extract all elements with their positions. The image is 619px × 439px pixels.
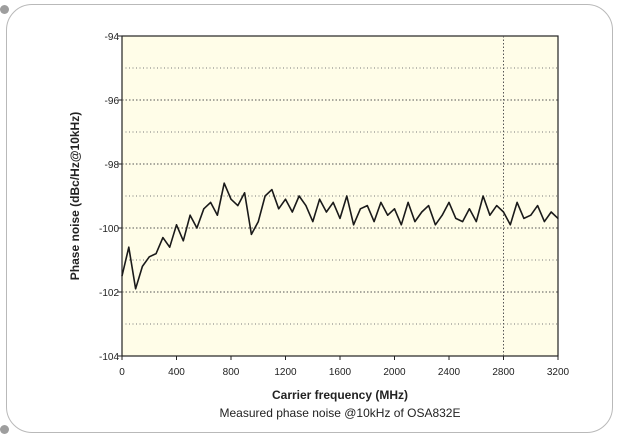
data-point bbox=[482, 195, 484, 197]
x-tick-label: 1200 bbox=[274, 367, 297, 378]
data-point bbox=[318, 198, 321, 200]
data-point bbox=[223, 182, 225, 184]
data-point bbox=[250, 233, 253, 235]
data-point bbox=[189, 214, 191, 216]
data-point bbox=[135, 288, 137, 290]
data-point bbox=[196, 227, 198, 229]
data-point bbox=[278, 208, 280, 210]
corner-bullet-icon bbox=[0, 425, 9, 434]
y-tick-label: -100 bbox=[99, 224, 119, 235]
corner-bullet-icon bbox=[0, 5, 9, 14]
data-point bbox=[121, 275, 123, 277]
data-point bbox=[455, 217, 457, 219]
data-point bbox=[550, 211, 552, 213]
x-tick-label: 1600 bbox=[329, 367, 352, 378]
data-point bbox=[543, 221, 545, 223]
y-tick-label: -104 bbox=[99, 352, 119, 363]
data-point bbox=[155, 253, 157, 255]
data-point bbox=[216, 214, 218, 216]
data-point bbox=[305, 205, 307, 207]
data-point bbox=[496, 205, 498, 207]
data-point bbox=[148, 256, 150, 258]
data-point bbox=[373, 221, 375, 223]
data-point bbox=[536, 205, 539, 207]
y-tick-label: -96 bbox=[105, 96, 120, 107]
data-point bbox=[244, 192, 246, 194]
x-tick-label: 3200 bbox=[547, 367, 570, 378]
x-tick-label: 0 bbox=[119, 367, 125, 378]
data-point bbox=[182, 240, 184, 242]
data-point bbox=[128, 246, 130, 248]
data-point bbox=[169, 246, 171, 248]
data-point bbox=[162, 237, 164, 239]
data-point bbox=[427, 205, 430, 207]
data-point bbox=[468, 208, 471, 210]
data-point bbox=[346, 195, 348, 197]
y-axis-label: Phase noise (dBc/Hz@10kHz) bbox=[68, 112, 82, 280]
data-point bbox=[271, 189, 273, 191]
data-point bbox=[312, 221, 314, 223]
x-tick-label: 400 bbox=[168, 367, 185, 378]
data-point bbox=[441, 214, 443, 216]
data-point bbox=[387, 214, 389, 216]
chart-caption: Measured phase noise @10kHz of OSA832E bbox=[220, 406, 461, 420]
data-point bbox=[366, 205, 368, 207]
data-point bbox=[400, 224, 402, 226]
data-point bbox=[264, 195, 266, 197]
series-group bbox=[121, 182, 559, 290]
data-point bbox=[414, 221, 416, 223]
data-point bbox=[557, 217, 559, 219]
data-point bbox=[530, 214, 532, 216]
data-point bbox=[462, 221, 464, 223]
x-axis: 0 400 800 1200 1600 2000 2400 2800 3200 bbox=[119, 356, 570, 378]
data-point bbox=[475, 221, 477, 223]
x-tick-label: 2800 bbox=[492, 367, 515, 378]
x-axis-label: Carrier frequency (MHz) bbox=[272, 388, 408, 402]
y-axis: -104 -102 -100 -98 -96 -94 bbox=[99, 32, 122, 363]
data-point bbox=[359, 208, 362, 210]
data-point bbox=[516, 201, 518, 203]
data-point bbox=[257, 221, 259, 223]
data-point bbox=[407, 201, 409, 203]
data-point bbox=[434, 224, 436, 226]
data-point bbox=[237, 205, 239, 207]
data-point bbox=[380, 201, 382, 203]
data-point bbox=[203, 208, 205, 210]
data-point bbox=[325, 211, 327, 213]
data-point bbox=[298, 195, 300, 197]
data-point bbox=[393, 208, 396, 210]
data-point bbox=[421, 211, 423, 213]
grid bbox=[122, 36, 558, 356]
data-point bbox=[230, 198, 232, 200]
x-tick-label: 2000 bbox=[383, 367, 406, 378]
x-tick-label: 2400 bbox=[438, 367, 461, 378]
y-tick-label: -102 bbox=[99, 288, 119, 299]
data-point bbox=[502, 211, 505, 213]
data-point bbox=[284, 198, 287, 200]
data-point bbox=[489, 214, 491, 216]
data-point bbox=[291, 211, 293, 213]
y-tick-label: -98 bbox=[105, 160, 120, 171]
data-point bbox=[141, 265, 144, 267]
data-point bbox=[332, 201, 334, 203]
data-point bbox=[175, 224, 178, 226]
data-point bbox=[509, 224, 511, 226]
data-point bbox=[339, 217, 341, 219]
data-point bbox=[209, 201, 212, 203]
y-tick-label: -94 bbox=[105, 32, 120, 43]
x-tick-label: 800 bbox=[223, 367, 240, 378]
data-point bbox=[523, 217, 525, 219]
data-point bbox=[448, 201, 450, 203]
data-point bbox=[353, 224, 355, 226]
